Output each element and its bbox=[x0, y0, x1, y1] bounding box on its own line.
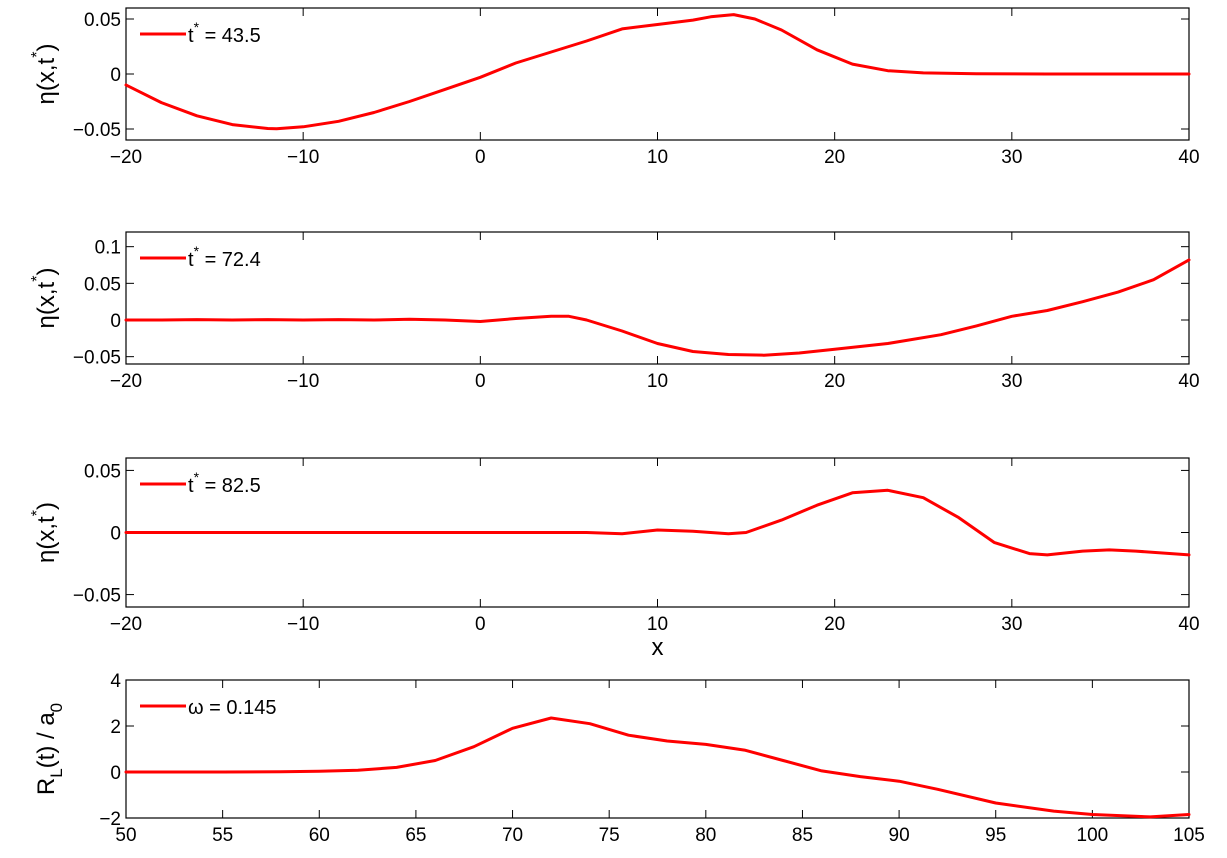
x-tick-label: 20 bbox=[824, 147, 845, 168]
x-tick-label: 30 bbox=[1001, 371, 1022, 392]
legend: ω = 0.145 bbox=[140, 697, 276, 719]
x-tick-label: 60 bbox=[309, 825, 330, 846]
y-tick-label: 0 bbox=[110, 311, 121, 332]
subplot-4: 50 55 60 65 70 75 80 85 90 95 100 105 −2 0 2 4 ω = 0.145… bbox=[33, 671, 1205, 846]
x-tick-label: 55 bbox=[212, 825, 233, 846]
x-tick-label: 50 bbox=[115, 825, 136, 846]
legend-label: t* = 43.5 bbox=[188, 19, 261, 47]
x-tick-label: 75 bbox=[599, 825, 620, 846]
y-tick-label: 0 bbox=[110, 524, 121, 545]
y-tick-label: 0.05 bbox=[84, 10, 121, 31]
legend-label: t* = 72.4 bbox=[188, 243, 261, 271]
x-tick-label: 10 bbox=[647, 371, 668, 392]
legend: t* = 43.5 bbox=[140, 19, 261, 47]
x-tick-label: −20 bbox=[110, 147, 142, 168]
legend: t* = 82.5 bbox=[140, 469, 261, 497]
x-tick-label: 40 bbox=[1178, 371, 1199, 392]
y-axis-title: η(x,t*) bbox=[29, 44, 60, 105]
x-tick-label: 30 bbox=[1001, 614, 1022, 635]
x-tick-label: 95 bbox=[985, 825, 1006, 846]
x-tick-label: 80 bbox=[695, 825, 716, 846]
x-tick-label: 65 bbox=[405, 825, 426, 846]
y-tick-label: 0.05 bbox=[84, 461, 121, 482]
y-tick-label: 0.1 bbox=[95, 238, 121, 259]
x-tick-label: −10 bbox=[287, 614, 319, 635]
x-tick-label: 90 bbox=[889, 825, 910, 846]
x-tick-label: 40 bbox=[1178, 147, 1199, 168]
subplot-3: −20 −10 0 10 20 30 40 −0.05 0 0.05 t* = 82.5 η(x,t*… bbox=[29, 457, 1200, 661]
x-tick-label: 85 bbox=[792, 825, 813, 846]
legend-label: t* = 82.5 bbox=[188, 469, 261, 497]
x-tick-label: 40 bbox=[1178, 614, 1199, 635]
y-axis-title: η(x,t*) bbox=[29, 502, 60, 563]
y-tick-label: 0.05 bbox=[84, 274, 121, 295]
x-tick-label: −20 bbox=[110, 614, 142, 635]
subplot-1: −20 −10 0 10 20 30 40 −0.05 0 0.05 t* = 43.5 η(x,t*… bbox=[29, 7, 1200, 168]
x-tick-label: 20 bbox=[824, 614, 845, 635]
series-line bbox=[124, 13, 1191, 131]
x-tick-label: 70 bbox=[502, 825, 523, 846]
y-tick-label: 2 bbox=[110, 717, 121, 738]
x-tick-label: 20 bbox=[824, 371, 845, 392]
y-tick-label: −0.05 bbox=[73, 586, 121, 607]
y-axis-title: η(x,t*) bbox=[29, 268, 60, 329]
y-tick-label: −0.05 bbox=[73, 120, 121, 141]
legend: t* = 72.4 bbox=[140, 243, 261, 271]
y-tick-label: −0.05 bbox=[73, 348, 121, 369]
y-tick-label: 4 bbox=[110, 671, 121, 692]
x-tick-label: 105 bbox=[1173, 825, 1205, 846]
x-tick-label: −10 bbox=[287, 371, 319, 392]
x-tick-label: −10 bbox=[287, 147, 319, 168]
y-axis-title: RL(t) / a0 bbox=[33, 703, 66, 795]
series-line bbox=[124, 258, 1191, 357]
x-tick-label: −20 bbox=[110, 371, 142, 392]
x-tick-label: 0 bbox=[475, 614, 486, 635]
plot-frame bbox=[125, 679, 1190, 819]
y-tick-label: 0 bbox=[110, 65, 121, 86]
x-tick-label: 0 bbox=[475, 147, 486, 168]
x-tick-label: 10 bbox=[647, 147, 668, 168]
x-tick-label: 100 bbox=[1077, 825, 1109, 846]
x-tick-label: 0 bbox=[475, 371, 486, 392]
x-tick-label: 30 bbox=[1001, 147, 1022, 168]
y-tick-label: −2 bbox=[99, 809, 121, 830]
x-tick-label: 10 bbox=[647, 614, 668, 635]
subplot-2: −20 −10 0 10 20 30 40 −0.05 0 0.05 0.1 t* = 72.4 η(x… bbox=[29, 231, 1200, 392]
y-tick-label: 0 bbox=[110, 763, 121, 784]
series-line bbox=[124, 488, 1191, 557]
x-axis-title: x bbox=[652, 634, 664, 661]
series-line bbox=[124, 716, 1191, 819]
legend-label: ω = 0.145 bbox=[188, 697, 276, 719]
